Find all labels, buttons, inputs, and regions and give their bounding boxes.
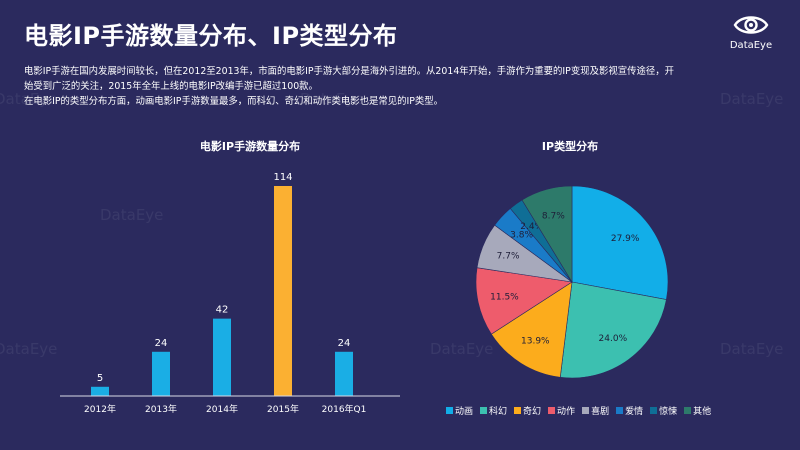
- pie-slice-label: 24.0%: [599, 334, 628, 344]
- pie-slice: [559, 281, 667, 379]
- pie-slice-label: 8.7%: [542, 211, 565, 221]
- logo-text: DataEye: [729, 40, 773, 51]
- x-tick-label: 2012年: [84, 403, 116, 415]
- pie-slice-label: 27.9%: [611, 234, 640, 244]
- x-tick-label: 2015年: [267, 403, 299, 415]
- intro-line-1: 电影IP手游在国内发展时间较长，但在2012至2013年，市面的电影IP手游大部…: [24, 66, 674, 77]
- bar: [335, 351, 353, 396]
- pie-slice-label: 7.7%: [497, 252, 520, 262]
- bar: [213, 318, 231, 396]
- legend-item: 科幻: [480, 404, 507, 417]
- legend-label: 喜剧: [591, 407, 610, 417]
- legend-label: 科幻: [489, 407, 508, 417]
- bar-value-label: 5: [97, 373, 103, 384]
- pie-slice-label: 3.8%: [510, 231, 533, 241]
- legend-item: 动画: [446, 404, 473, 417]
- legend-swatch: [548, 407, 556, 414]
- legend-item: 惊悚: [650, 404, 677, 417]
- legend-item: 喜剧: [582, 404, 609, 417]
- legend-item: 奇幻: [514, 404, 541, 417]
- pie-slice-label: 11.5%: [490, 293, 519, 303]
- bar-value-label: 24: [338, 338, 351, 349]
- watermark: DataEye: [100, 206, 164, 224]
- watermark: DataEye: [0, 90, 58, 108]
- bar-value-label: 114: [273, 172, 292, 183]
- legend-item: 爱情: [616, 404, 643, 417]
- legend-swatch: [650, 407, 658, 414]
- pie-chart: 27.9% 24.0% 13.9% 11.5% 7.7% 3.8%2.4%8.7%: [475, 185, 669, 379]
- watermark: DataEye: [300, 90, 364, 108]
- pie-slice-label: 13.9%: [521, 337, 550, 347]
- bar-chart-title: 电影IP手游数量分布: [199, 140, 301, 153]
- x-tick-label: 2014年: [206, 403, 238, 415]
- pie-slice: [490, 281, 573, 378]
- bar: [152, 351, 170, 396]
- x-tick-label: 2013年: [145, 403, 177, 415]
- intro-line-2: 始受到广泛的关注，2015年全年上线的电影IP改编手游已超过100款。: [24, 81, 318, 92]
- page-title: 电影IP手游数量分布、IP类型分布: [24, 22, 398, 50]
- watermark: DataEye: [0, 340, 58, 358]
- legend-swatch: [446, 407, 453, 414]
- legend-swatch: [684, 407, 692, 414]
- pie-chart-title: IP类型分布: [541, 140, 599, 153]
- x-tick-label: 2016年Q1: [322, 403, 367, 415]
- watermark: DataEye: [430, 340, 494, 358]
- legend-swatch: [616, 407, 624, 414]
- legend-item: 动作: [548, 404, 575, 417]
- legend-label: 奇幻: [523, 407, 542, 417]
- intro-text: 电影IP手游在国内发展时间较长，但在2012至2013年，市面的电影IP手游大部…: [24, 64, 724, 109]
- intro-line-3: 在电影IP的类型分布方面，动画电影IP手游数量最多，而科幻、奇幻和动作类电影也是…: [24, 96, 444, 107]
- legend-label: 惊悚: [659, 407, 678, 417]
- bar-value-label: 24: [155, 338, 168, 349]
- legend-label: 爱情: [625, 407, 644, 417]
- watermark: DataEye: [720, 340, 784, 358]
- watermark: DataEye: [720, 90, 784, 108]
- pie-slice-label: 2.4%: [520, 222, 543, 232]
- bar: [91, 386, 109, 396]
- bar-value-label: 42: [216, 305, 229, 316]
- legend-swatch: [582, 407, 590, 414]
- legend-label: 其他: [693, 407, 712, 417]
- legend-swatch: [514, 407, 522, 414]
- dataeye-logo: DataEye: [720, 12, 782, 51]
- pie-slice: [521, 185, 573, 284]
- pie-slice: [571, 185, 669, 300]
- pie-slice: [475, 267, 573, 335]
- bar-chart: 5 2012年 24 2013年 42 2014年 114 2015年 24 2016年Q1: [60, 172, 400, 415]
- legend-label: 动作: [557, 407, 576, 417]
- legend-label: 动画: [455, 407, 474, 417]
- legend-swatch: [480, 407, 488, 414]
- bar: [274, 186, 292, 396]
- legend-item: 其他: [684, 404, 711, 417]
- pie-legend: 动画 科幻 奇幻 动作 喜剧 爱情 惊悚 其他: [446, 404, 711, 417]
- eye-icon: [733, 16, 769, 34]
